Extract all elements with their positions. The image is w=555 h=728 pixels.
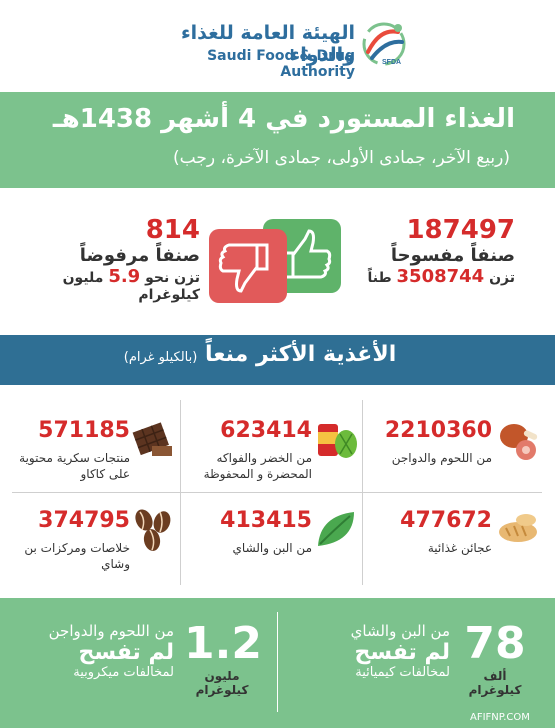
- bottom-left-number: 1.2: [184, 618, 262, 669]
- rejected-weight: تزن نحو 5.9 مليون كيلوغرام: [20, 266, 200, 303]
- sfda-logo-icon: SFDA: [362, 22, 406, 66]
- header: الهيئة العامة للغذاء والدواء Saudi Food …: [0, 0, 555, 92]
- bottom-right-unit-1: ألف: [483, 669, 507, 683]
- rejected-weight-unit: مليون كيلوغرام: [62, 270, 200, 303]
- banner-unit: (بالكيلو غرام): [123, 350, 198, 365]
- item-number: 623414: [220, 418, 312, 443]
- bottom-right-figure: 78 ألف كيلوغرام: [460, 618, 530, 698]
- item-card: 2210360 من اللحوم والدواجن: [368, 414, 544, 509]
- item-description: من الخضر والفواكه المحضرة و المحفوظة: [203, 451, 312, 482]
- banner-title-text: الأغذية الأكثر منعاً: [205, 342, 397, 367]
- item-card: 477672 عجائن غذائية: [368, 504, 544, 599]
- meat-icon: [500, 424, 538, 460]
- banner-title: الأغذية الأكثر منعاً (بالكيلو غرام): [10, 342, 510, 367]
- bottom-left-unit-1: مليون: [204, 669, 240, 683]
- bottom-left-line1: من اللحوم والدواجن: [48, 622, 174, 640]
- page-subtitle: (ربيع الآخر، جمادى الأولى، جمادى الآخرة،…: [173, 148, 510, 168]
- item-description: من اللحوم والدواجن: [391, 451, 492, 465]
- tea-leaf-icon: [318, 512, 354, 546]
- approved-weight-value: 3508744: [396, 266, 485, 287]
- bottom-right-unit-2: كيلوغرام: [468, 683, 522, 698]
- org-name-arabic: الهيئة العامة للغذاء والدواء: [180, 22, 355, 66]
- item-card: 623414 من الخضر والفواكه المحضرة و المحف…: [188, 414, 364, 509]
- rejected-weight-prefix: تزن نحو: [145, 270, 200, 286]
- bottom-right-line2: لم تفسح: [354, 640, 450, 665]
- item-number: 374795: [38, 508, 130, 533]
- item-number: 571185: [38, 418, 130, 443]
- item-description: منتجات سكرية محتوية على كاكاو: [19, 451, 130, 482]
- item-number: 2210360: [384, 418, 492, 443]
- item-description: خلاصات ومركزات بن وشاي: [24, 541, 130, 572]
- approved-label: صنفاً مفسوحاً: [390, 245, 515, 266]
- bottom-right-line1: من البن والشاي: [350, 622, 450, 640]
- org-name-english: Saudi Food & Drug Authority: [207, 48, 355, 80]
- item-number: 477672: [400, 508, 492, 533]
- bottom-divider: [277, 612, 278, 712]
- bottom-right-line3: لمخالفات كيميائية: [355, 665, 450, 680]
- rejected-weight-value: 5.9: [108, 266, 141, 287]
- watermark: AFIFNP.COM: [470, 712, 530, 723]
- item-card: 413415 من البن والشاي: [188, 504, 364, 599]
- coffee-beans-icon: [135, 509, 171, 551]
- bottom-left-line2: لم تفسح: [78, 640, 174, 665]
- items-grid: 2210360 من اللحوم والدواجن 623414 من الخ…: [0, 392, 555, 592]
- bottom-left-figure: 1.2 مليون كيلوغرام: [184, 618, 262, 698]
- item-number: 413415: [220, 508, 312, 533]
- chocolate-icon: [132, 422, 172, 456]
- item-description: عجائن غذائية: [427, 541, 492, 555]
- thumbs-down-icon: [218, 243, 269, 293]
- item-description: من البن والشاي: [232, 541, 312, 555]
- item-card: 571185 منتجات سكرية محتوية على كاكاو: [6, 414, 182, 509]
- approved-stat: 187497 صنفاً مفسوحاً تزن 3508744 طناً: [345, 215, 515, 287]
- approved-weight: تزن 3508744 طناً: [345, 266, 515, 287]
- banner: [0, 335, 555, 385]
- approved-number: 187497: [406, 215, 515, 245]
- bottom-right-text: من البن والشاي لم تفسح لمخالفات كيميائية: [305, 622, 450, 680]
- logo-text: SFDA: [382, 59, 401, 66]
- bottom-left-block: 1.2 مليون كيلوغرام من اللحوم والدواجن لم…: [20, 618, 270, 718]
- bottom-right-block: 78 ألف كيلوغرام من البن والشاي لم تفسح ل…: [300, 618, 540, 718]
- bottom-left-text: من اللحوم والدواجن لم تفسح لمخالفات ميكر…: [24, 622, 174, 680]
- canned-food-icon: [318, 424, 357, 458]
- item-card: 374795 خلاصات ومركزات بن وشاي: [6, 504, 182, 599]
- rejected-number: 814: [145, 215, 200, 245]
- thumbs-icon: [209, 219, 341, 303]
- bottom-right-number: 78: [464, 618, 526, 669]
- bottom-left-line3: لمخالفات ميكروبية: [73, 665, 174, 680]
- approved-weight-prefix: تزن: [489, 270, 515, 286]
- title-band: [0, 92, 555, 188]
- rejected-stat: 814 صنفاً مرفوضاً تزن نحو 5.9 مليون كيلو…: [20, 215, 200, 303]
- approved-weight-unit: طناً: [367, 270, 392, 286]
- page-title: الغذاء المستورد في 4 أشهر 1438هـ: [52, 104, 515, 134]
- bottom-left-unit-2: كيلوغرام: [195, 683, 249, 698]
- bread-icon: [499, 514, 537, 542]
- grid-divider: [12, 492, 542, 493]
- rejected-label: صنفاً مرفوضاً: [79, 245, 200, 266]
